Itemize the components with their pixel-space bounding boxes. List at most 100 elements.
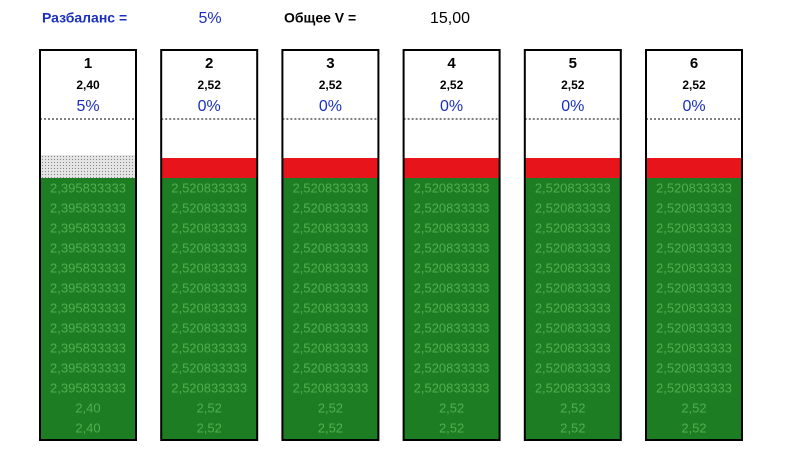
cell-voltage: 2,52 bbox=[198, 78, 222, 92]
cell-row: 2,520833333 bbox=[414, 340, 490, 355]
total-value: 15,00 bbox=[430, 10, 470, 27]
cell-voltage: 2,52 bbox=[319, 78, 343, 92]
imbalance-band bbox=[161, 158, 258, 178]
cell-row: 2,520833333 bbox=[171, 200, 247, 215]
cell-row: 2,520833333 bbox=[292, 200, 368, 215]
imbalance-label: Разбаланс = bbox=[42, 10, 127, 26]
cell-row: 2,40 bbox=[75, 420, 100, 435]
cell-row: 2,395833333 bbox=[50, 200, 126, 215]
cell-row: 2,520833333 bbox=[656, 240, 732, 255]
cell-row: 2,520833333 bbox=[656, 360, 732, 375]
cell-row: 2,520833333 bbox=[171, 180, 247, 195]
cell-row: 2,520833333 bbox=[535, 320, 611, 335]
cell-row: 2,52 bbox=[681, 420, 706, 435]
cell-row: 2,520833333 bbox=[535, 240, 611, 255]
cell-row: 2,520833333 bbox=[414, 320, 490, 335]
cell-border bbox=[523, 49, 622, 441]
cell-row: 2,52 bbox=[318, 400, 343, 415]
cell-row: 2,520833333 bbox=[292, 300, 368, 315]
cell-row: 2,395833333 bbox=[50, 180, 126, 195]
cell-row: 2,52 bbox=[560, 420, 585, 435]
cell-row: 2,520833333 bbox=[414, 240, 490, 255]
cell-number: 1 bbox=[84, 55, 92, 72]
cell-row: 2,520833333 bbox=[414, 360, 490, 375]
cell-row: 2,395833333 bbox=[50, 360, 126, 375]
cell-row: 2,520833333 bbox=[656, 300, 732, 315]
cell-row: 2,520833333 bbox=[292, 340, 368, 355]
cell-row: 2,52 bbox=[560, 400, 585, 415]
charge-fill bbox=[40, 178, 136, 440]
cell-row: 2,520833333 bbox=[535, 340, 611, 355]
cell-row: 2,520833333 bbox=[535, 280, 611, 295]
imbalance-band bbox=[282, 158, 379, 178]
cell-number: 5 bbox=[569, 55, 577, 72]
cell-row: 2,520833333 bbox=[535, 200, 611, 215]
cell-row: 2,520833333 bbox=[656, 260, 732, 275]
cell-row: 2,52 bbox=[197, 400, 222, 415]
cell-voltage: 2,40 bbox=[76, 78, 100, 92]
cell-row: 2,52 bbox=[439, 400, 464, 415]
charge-fill bbox=[646, 178, 742, 440]
cell-number: 2 bbox=[205, 55, 213, 72]
cell-border bbox=[402, 49, 501, 441]
cell-row: 2,520833333 bbox=[171, 300, 247, 315]
cell-voltage: 2,52 bbox=[561, 78, 585, 92]
cell-border bbox=[39, 49, 137, 441]
cell-row: 2,520833333 bbox=[414, 380, 490, 395]
cell-border bbox=[645, 49, 743, 441]
cell-row: 2,520833333 bbox=[535, 260, 611, 275]
charge-fill bbox=[161, 178, 258, 440]
cell-row: 2,520833333 bbox=[292, 220, 368, 235]
cell-voltage: 2,52 bbox=[682, 78, 706, 92]
cell-row: 2,520833333 bbox=[292, 180, 368, 195]
cell-row: 2,395833333 bbox=[50, 240, 126, 255]
cell-border bbox=[160, 49, 259, 441]
charge-fill bbox=[403, 178, 500, 440]
cell-row: 2,520833333 bbox=[414, 200, 490, 215]
cell-row: 2,520833333 bbox=[656, 380, 732, 395]
cell-number: 4 bbox=[447, 55, 456, 72]
cell-row: 2,520833333 bbox=[656, 180, 732, 195]
cell-row: 2,520833333 bbox=[656, 280, 732, 295]
cell-voltage: 2,52 bbox=[440, 78, 464, 92]
cell-row: 2,520833333 bbox=[171, 280, 247, 295]
cell-number: 6 bbox=[690, 55, 698, 72]
cell-percent: 0% bbox=[682, 98, 705, 115]
cell-row: 2,520833333 bbox=[292, 320, 368, 335]
imbalance-band bbox=[403, 158, 500, 178]
cell-row: 2,520833333 bbox=[171, 320, 247, 335]
total-label: Общее V = bbox=[284, 10, 356, 26]
cell-row: 2,520833333 bbox=[292, 260, 368, 275]
cell-row: 2,520833333 bbox=[656, 320, 732, 335]
cell-row: 2,520833333 bbox=[414, 260, 490, 275]
cell-percent: 5% bbox=[76, 98, 99, 115]
cell-row: 2,395833333 bbox=[50, 340, 126, 355]
cell-row: 2,520833333 bbox=[656, 220, 732, 235]
cell-percent: 0% bbox=[319, 98, 342, 115]
cell-row: 2,520833333 bbox=[656, 340, 732, 355]
cell-percent: 0% bbox=[561, 98, 584, 115]
cell-number: 3 bbox=[326, 55, 334, 72]
cell-row: 2,52 bbox=[197, 420, 222, 435]
imbalance-band bbox=[646, 158, 742, 178]
cell-row: 2,52 bbox=[318, 420, 343, 435]
cell-row: 2,52 bbox=[681, 400, 706, 415]
cell-row: 2,520833333 bbox=[414, 180, 490, 195]
imbalance-value: 5% bbox=[198, 10, 221, 27]
cell-row: 2,395833333 bbox=[50, 260, 126, 275]
cell-row: 2,395833333 bbox=[50, 380, 126, 395]
cell-row: 2,520833333 bbox=[535, 380, 611, 395]
cell-row: 2,520833333 bbox=[292, 360, 368, 375]
cell-row: 2,40 bbox=[75, 400, 100, 415]
cell-row: 2,520833333 bbox=[535, 300, 611, 315]
charge-fill bbox=[524, 178, 621, 440]
cell-row: 2,520833333 bbox=[292, 380, 368, 395]
cell-row: 2,520833333 bbox=[171, 360, 247, 375]
cell-row: 2,520833333 bbox=[171, 340, 247, 355]
cell-row: 2,520833333 bbox=[171, 260, 247, 275]
cell-row: 2,520833333 bbox=[171, 240, 247, 255]
cell-row: 2,520833333 bbox=[292, 240, 368, 255]
cell-row: 2,395833333 bbox=[50, 320, 126, 335]
cell-row: 2,395833333 bbox=[50, 300, 126, 315]
